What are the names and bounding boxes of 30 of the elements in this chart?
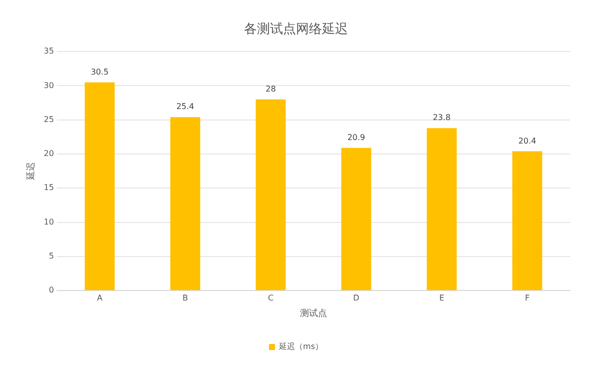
y-tick-label: 30 [44, 80, 54, 90]
bar [256, 99, 286, 290]
data-label: 25.4 [176, 102, 194, 112]
data-label: 20.9 [347, 132, 366, 142]
x-axis-title: 测试点 [300, 308, 327, 319]
bar [84, 82, 115, 290]
x-tick-label: E [439, 293, 444, 302]
y-axis-title: 延迟 [26, 162, 37, 182]
x-tick-label: F [524, 293, 530, 302]
x-tick-label: C [268, 293, 274, 302]
bar [512, 151, 542, 290]
y-tick-label: 20 [44, 149, 54, 158]
x-tick-label: A [96, 293, 103, 302]
y-tick-label: 10 [44, 217, 54, 226]
y-tick-label: 0 [48, 286, 54, 295]
data-label: 23.8 [432, 113, 451, 122]
data-label: 30.5 [90, 67, 109, 76]
y-tick-label: 35 [44, 46, 54, 56]
x-tick-label: D [353, 293, 360, 302]
y-tick-label: 15 [44, 183, 54, 192]
y-tick-label: 25 [44, 114, 54, 124]
bar [170, 117, 200, 290]
x-tick-label: B [182, 293, 188, 302]
bar [426, 128, 457, 290]
data-label: 20.4 [518, 136, 536, 146]
y-tick-label: 5 [48, 252, 54, 261]
data-label: 28 [266, 84, 276, 94]
bar [341, 148, 372, 290]
legend-label: 延迟（ms） [278, 342, 323, 352]
chart-title: 各测试点网络延迟 [244, 22, 348, 38]
